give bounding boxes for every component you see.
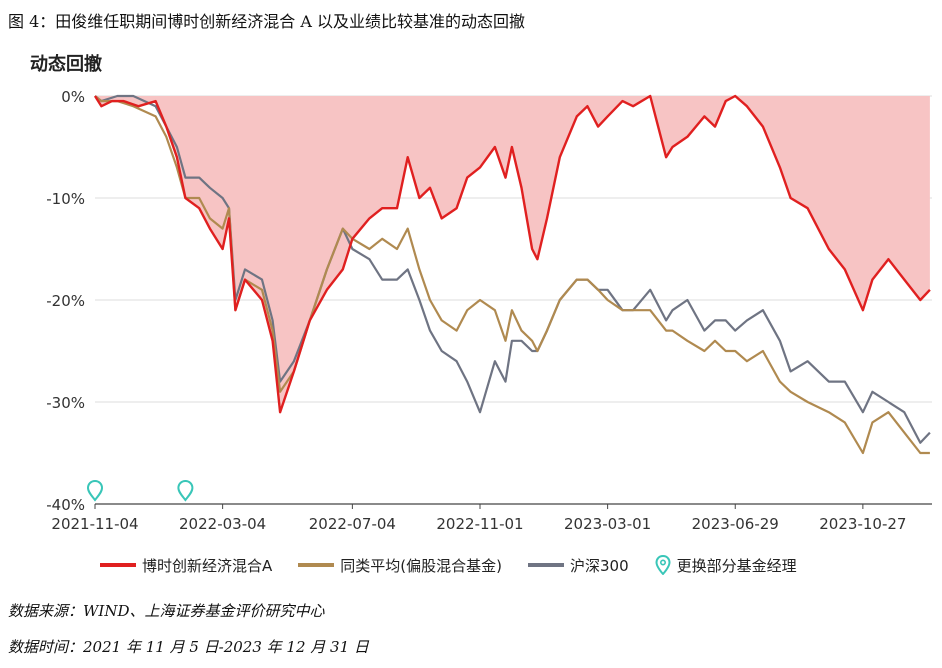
- legend-swatch-csi300: [527, 563, 564, 567]
- manager-change-marker: [86, 479, 104, 502]
- legend-item-marker: 更换部分基金经理: [655, 555, 797, 576]
- x-tick-label: 2022-03-04: [179, 515, 266, 533]
- chart-title: 动态回撤: [30, 53, 102, 75]
- x-tick-label: 2023-10-27: [819, 515, 906, 533]
- series-line-peer: [94, 95, 930, 455]
- legend-swatch-fund: [100, 563, 136, 567]
- legend-item-peer: 同类平均(偏股混合基金): [298, 555, 502, 576]
- series-line-fund: [93, 94, 931, 414]
- y-tick-label: -10%: [46, 190, 85, 208]
- source-note: 数据来源：WIND、上海证券基金评价研究中心: [8, 602, 325, 620]
- manager-change-marker: [177, 479, 194, 502]
- legend-label-marker: 更换部分基金经理: [676, 556, 797, 575]
- legend-item-csi300: 沪深300: [527, 555, 629, 576]
- x-tick-label: 2023-03-01: [564, 515, 651, 533]
- drawdown-fill-layer: [95, 96, 930, 413]
- markers-layer: [86, 479, 194, 502]
- legend-item-fund: 博时创新经济混合A: [100, 555, 272, 576]
- x-tick-label: 2022-07-04: [309, 515, 396, 533]
- location-pin-icon: [655, 555, 671, 575]
- drawdown-chart: 动态回撤 0% -10% -20% -30% -40%2021-11-04 2022-03…: [30, 53, 932, 533]
- series-lines-layer: [93, 94, 931, 455]
- y-tick-label: 0%: [61, 88, 85, 106]
- legend-label-peer: 同类平均(偏股混合基金): [340, 556, 502, 575]
- figure-title: 图 4：田俊维任职期间博时创新经济混合 A 以及业绩比较基准的动态回撤: [8, 12, 525, 31]
- y-tick-label: -20%: [46, 292, 85, 310]
- y-tick-label: -40%: [46, 496, 85, 514]
- legend: 博时创新经济混合A 同类平均(偏股混合基金) 沪深300 更换部分基金经理: [100, 553, 823, 577]
- period-note: 数据时间：2021 年 11 月 5 日-2023 年 12 月 31 日: [8, 638, 369, 656]
- axes-layer: 0% -10% -20% -30% -40%2021-11-04 2022-03-04 20…: [46, 88, 932, 533]
- x-tick-label: 2022-11-01: [436, 515, 523, 533]
- legend-label-fund: 博时创新经济混合A: [142, 556, 273, 575]
- y-tick-label: -30%: [46, 394, 85, 412]
- fund-drawdown-area: [95, 96, 930, 413]
- x-tick-label: 2021-11-04: [51, 515, 138, 533]
- legend-swatch-peer: [298, 563, 335, 567]
- x-tick-label: 2023-06-29: [692, 515, 779, 533]
- legend-label-csi300: 沪深300: [569, 556, 629, 575]
